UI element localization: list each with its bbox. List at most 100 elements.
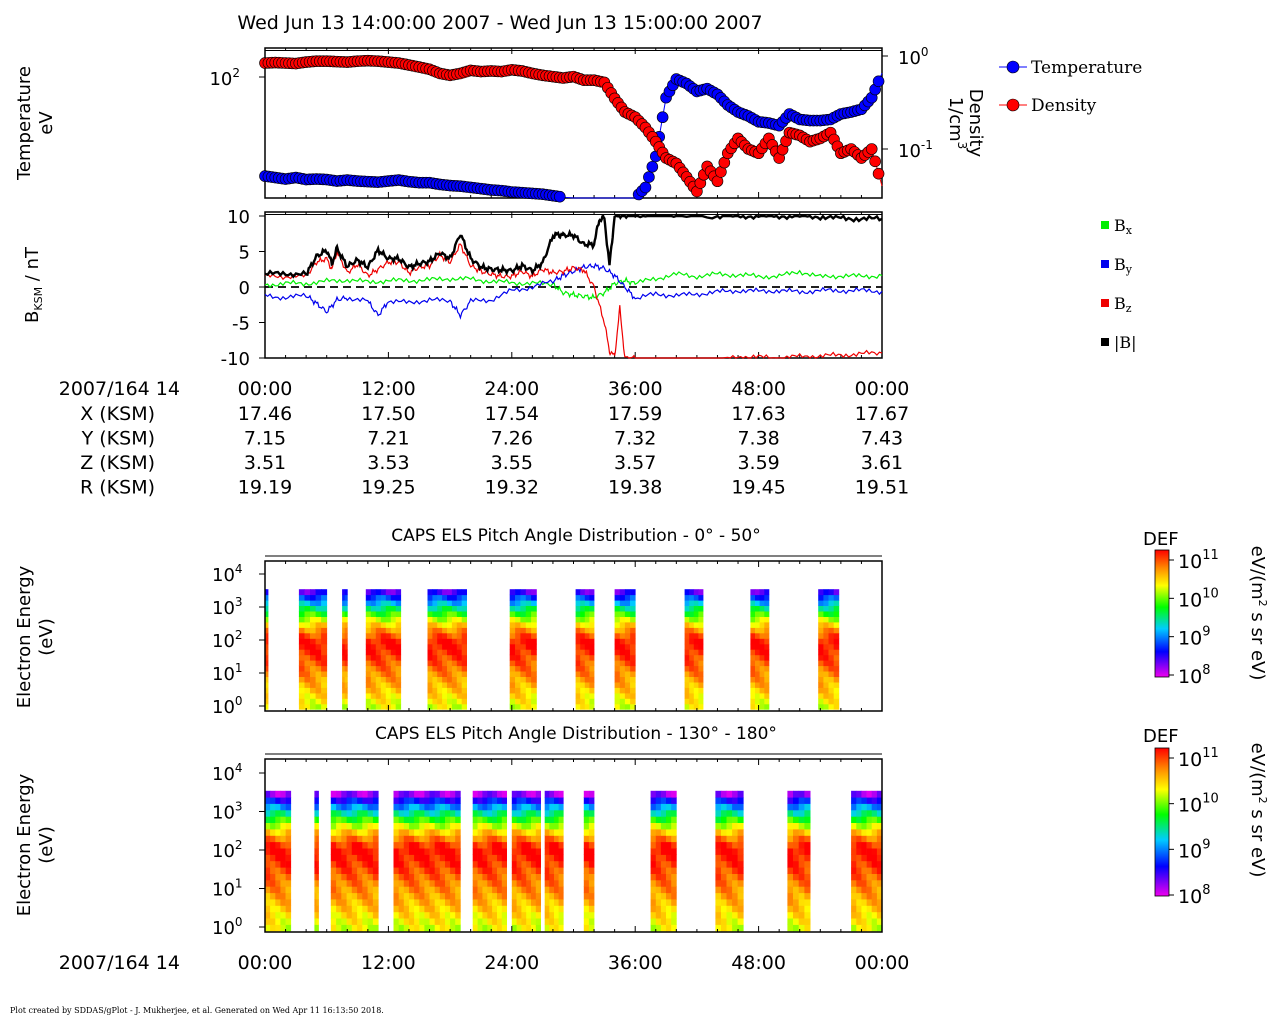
spectrogram-cell (558, 899, 564, 906)
spectrogram-cell (456, 665, 463, 672)
spectrogram-cell (390, 671, 397, 677)
spectrogram-cell (671, 803, 677, 811)
spectrogram-cell (393, 829, 399, 836)
spectrogram-cell (265, 797, 271, 804)
spectrogram-cell (515, 594, 521, 601)
spectrogram-cell (395, 654, 402, 661)
spectrogram-cell (285, 803, 292, 811)
spectrogram-cell (526, 892, 532, 900)
spectrogram-cell (367, 822, 374, 830)
spectrogram-cell (589, 654, 595, 661)
spectrogram-cell (336, 892, 342, 900)
spectrogram-cell (445, 829, 451, 836)
spectrogram-cell (589, 676, 595, 683)
spectrogram-cell (497, 892, 503, 900)
spectrogram-cell (660, 860, 667, 868)
energy-y-tick-label: 102 (212, 628, 243, 652)
spectrogram-cell (298, 605, 305, 612)
spectrogram-cell (275, 860, 281, 868)
spectrogram-cell (270, 873, 276, 881)
spectrogram-cell (395, 632, 402, 639)
spectrogram-cell (450, 899, 456, 906)
spectrogram-cell (445, 905, 451, 913)
spectrogram-cell (575, 589, 581, 596)
spectrogram-cell (285, 886, 292, 894)
spectrogram-cell (375, 632, 382, 639)
spectrogram-cell (270, 924, 276, 932)
spectrogram-cell (671, 816, 677, 823)
spectrogram-cell (432, 665, 438, 672)
spectrogram-cell (393, 841, 399, 849)
spectrogram-cell (455, 867, 461, 874)
spectrogram-cell (393, 892, 399, 900)
spectrogram-cell (390, 698, 397, 705)
spectrogram-cell (375, 616, 382, 623)
spectrogram-cell (445, 918, 451, 925)
spectrogram-cell (516, 899, 522, 906)
spectrogram-cell (521, 790, 527, 798)
spectrogram-cell (624, 622, 631, 628)
spectrogram-cell (856, 854, 862, 862)
spectrogram-cell (342, 687, 346, 694)
spectrogram-cell (497, 809, 503, 817)
spectrogram-cell (684, 611, 690, 617)
spectrogram-cell (798, 822, 805, 830)
spectrogram-cell (393, 911, 399, 919)
spectrogram-cell (575, 687, 581, 694)
spectrogram-cell (370, 600, 377, 606)
spectrogram-cell (588, 848, 595, 855)
spectrogram-cell (330, 854, 337, 862)
spectrogram-cell (501, 829, 507, 836)
spectrogram-cell (346, 911, 353, 919)
spectrogram-cell (280, 841, 286, 849)
pad-0-50-panel: CAPS ELS Pitch Angle Distribution - 0° -… (14, 526, 1269, 718)
spectrogram-cell (487, 848, 493, 855)
spectrogram-cell (525, 649, 532, 656)
spectrogram-cell (521, 835, 527, 843)
spectrogram-cell (501, 835, 507, 843)
spectrogram-cell (755, 660, 760, 667)
spectrogram-cell (275, 797, 281, 804)
spectrogram-cell (365, 649, 372, 656)
spectrogram-cell (588, 816, 595, 823)
spectrogram-cell (549, 841, 555, 849)
spectrogram-cell (370, 692, 377, 699)
spectrogram-cell (285, 848, 292, 855)
spectrogram-cell (521, 809, 527, 817)
spectrogram-cell (315, 594, 322, 601)
spectrogram-cell (650, 879, 657, 887)
spectrogram-cell (395, 638, 402, 645)
spectrogram-cell (393, 803, 399, 811)
spectrogram-cell (515, 600, 521, 606)
spectrogram-cell (856, 879, 862, 887)
spectrogram-cell (660, 886, 667, 894)
spectrogram-cell (321, 654, 328, 661)
spectrogram-cell (304, 698, 311, 705)
spectrogram-cell (804, 841, 811, 849)
spectrogram-cell (511, 892, 517, 900)
spectrogram-cell (521, 924, 527, 932)
spectrogram-cell (715, 899, 722, 906)
spectrogram-cell (732, 797, 739, 804)
spectrogram-cell (316, 873, 319, 881)
spectrogram-cell (856, 867, 862, 874)
spectrogram-cell (666, 835, 672, 843)
spectrogram-cell (275, 867, 281, 874)
spectrogram-cell (265, 589, 267, 596)
spectrogram-cell (715, 829, 722, 836)
spectrogram-cell (759, 698, 765, 705)
spectrogram-cell (461, 649, 467, 656)
spectrogram-cell (511, 790, 517, 798)
spectrogram-cell (316, 860, 319, 868)
spectrogram-cell (580, 660, 586, 667)
spectrogram-cell (823, 632, 829, 639)
spectrogram-cell (580, 605, 586, 612)
spectrogram-cell (558, 790, 564, 798)
spectrogram-cell (365, 605, 372, 612)
spectrogram-cell (759, 638, 765, 645)
spectrogram-cell (575, 638, 581, 645)
spectrogram-cell (341, 905, 347, 913)
spectrogram-cell (497, 835, 503, 843)
spectrogram-cell (298, 660, 305, 667)
